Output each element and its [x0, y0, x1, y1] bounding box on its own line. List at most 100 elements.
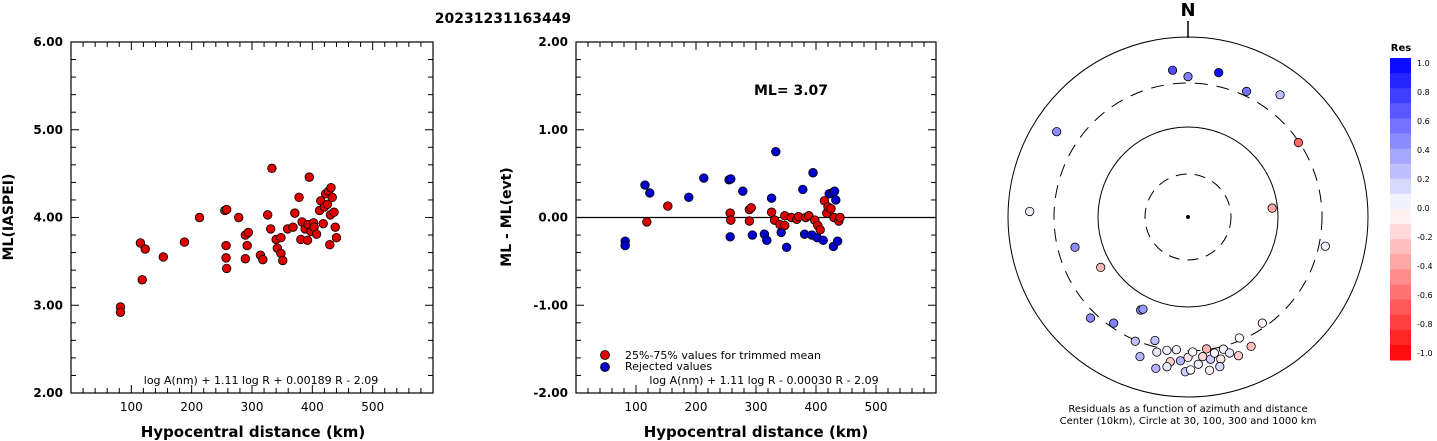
x-tick-label: 200	[180, 400, 203, 414]
colorbar-segment	[1390, 103, 1411, 119]
data-point-red	[137, 275, 147, 285]
station-marker	[1135, 351, 1145, 362]
x-tick-label: 100	[120, 400, 143, 414]
colorbar-segment	[1390, 344, 1411, 361]
data-point-red	[744, 216, 755, 226]
station-marker	[1052, 127, 1062, 137]
data-point-red	[826, 204, 836, 214]
center-dot	[1186, 215, 1190, 219]
colorbar-segment	[1390, 299, 1411, 316]
legend-marker-trimmed	[600, 350, 610, 360]
station-marker	[1241, 86, 1252, 96]
panel1-xlabel: Hypocentral distance (km)	[141, 423, 366, 441]
data-point-red	[322, 199, 333, 210]
azimuth-distance-panel: N Residuals as a function of azimuth and…	[1007, 0, 1433, 427]
data-point-blue	[798, 184, 808, 195]
y-tick-label: 3.00	[33, 298, 63, 312]
station-marker	[1214, 68, 1224, 78]
y-tick-label: -1.00	[533, 298, 568, 312]
circle-1000km	[1007, 36, 1369, 398]
data-point-red	[304, 172, 315, 182]
colorbar-segment	[1390, 209, 1411, 225]
panel1-formula: log A(nm) + 1.11 log R + 0.00189 R - 2.0…	[144, 374, 378, 387]
data-point-red	[194, 212, 205, 223]
station-marker	[1085, 313, 1096, 323]
data-point-blue	[620, 240, 630, 251]
station-marker	[1183, 72, 1193, 82]
data-point-red	[726, 215, 736, 225]
data-point-blue	[726, 174, 736, 184]
station-marker	[1257, 318, 1267, 328]
station-marker	[1201, 344, 1212, 354]
data-point-red	[266, 224, 276, 234]
colorbar-segment	[1390, 284, 1411, 301]
y-tick-label: -2.00	[533, 386, 568, 400]
data-point-red	[221, 204, 232, 215]
station-marker	[1162, 345, 1172, 355]
plot-frame	[70, 41, 434, 394]
y-tick-label: 6.00	[33, 35, 63, 49]
data-point-red	[115, 307, 126, 317]
station-marker	[1186, 365, 1196, 375]
station-marker	[1150, 335, 1160, 346]
colorbar-segment	[1390, 133, 1411, 150]
data-point-blue	[781, 242, 792, 253]
x-tick-label: 500	[865, 400, 888, 414]
data-point-red	[221, 253, 231, 263]
north-label: N	[1180, 0, 1195, 21]
data-point-red	[326, 182, 336, 193]
y-tick-label: 5.00	[33, 123, 63, 137]
colorbar-segment	[1390, 239, 1411, 255]
data-point-red	[288, 222, 298, 232]
station-marker	[1216, 354, 1226, 364]
data-point-red	[243, 227, 254, 238]
x-tick-label: 400	[301, 400, 324, 414]
station-marker	[1246, 341, 1256, 352]
ml-value-label: ML= 3.07	[754, 83, 828, 99]
panel1-ylabel: ML(IASPEI)	[1, 174, 17, 261]
colorbar-label: 0.2	[1417, 175, 1430, 184]
station-marker	[1162, 362, 1172, 372]
station-marker	[1138, 304, 1148, 314]
colorbar-segment	[1390, 269, 1411, 285]
colorbar-segment	[1390, 178, 1411, 195]
station-marker	[1320, 241, 1330, 251]
data-point-red	[835, 212, 845, 223]
legend-marker-rejected	[600, 362, 610, 372]
colorbar-label: -0.2	[1417, 233, 1433, 242]
x-tick-label: 100	[625, 400, 648, 414]
x-tick-label: 200	[685, 400, 708, 414]
station-marker	[1215, 362, 1225, 372]
station-marker	[1293, 137, 1304, 148]
data-point-red	[276, 232, 286, 243]
data-point-red	[179, 237, 190, 247]
colorbar-segment	[1390, 193, 1411, 210]
data-point-red	[780, 220, 790, 231]
data-point-red	[242, 240, 252, 251]
x-tick-label: 400	[805, 400, 828, 414]
station-marker	[1188, 347, 1198, 357]
data-point-red	[311, 229, 322, 239]
data-point-red	[234, 212, 244, 223]
legend-label-trimmed: 25%-75% values for trimmed mean	[625, 349, 821, 362]
data-point-red	[221, 263, 232, 274]
data-point-red	[221, 240, 231, 251]
data-point-red	[663, 201, 673, 211]
legend-label-rejected: Rejected values	[625, 360, 712, 373]
data-point-blue	[829, 186, 840, 196]
data-point-red	[278, 255, 288, 266]
circle-300km	[1053, 82, 1323, 352]
colorbar-title: Res	[1391, 43, 1411, 54]
x-tick-label: 300	[745, 400, 768, 414]
colorbar-segment	[1390, 118, 1411, 134]
colorbar-label: 0.0	[1417, 204, 1430, 213]
station-marker	[1234, 333, 1244, 343]
data-point-blue	[645, 188, 655, 198]
colorbar-segment	[1390, 224, 1411, 240]
station-marker	[1204, 365, 1215, 375]
station-marker	[1193, 359, 1203, 369]
data-point-red	[158, 252, 169, 262]
y-tick-label: 2.00	[33, 386, 63, 400]
data-point-red	[815, 225, 825, 235]
station-marker	[1171, 345, 1181, 355]
